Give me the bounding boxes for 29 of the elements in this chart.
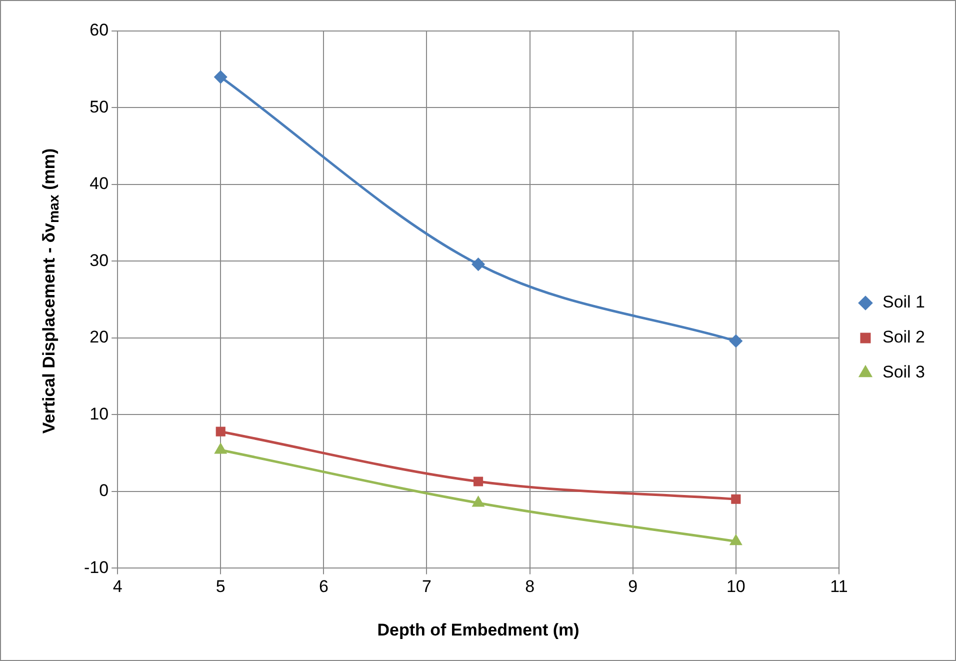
x-tick-label: 11 xyxy=(830,577,848,596)
point xyxy=(473,476,484,486)
y-tick-label: 60 xyxy=(90,20,109,40)
legend-label: Soil 1 xyxy=(882,292,926,312)
x-tick-label: 5 xyxy=(216,577,226,596)
y-tick-label: 10 xyxy=(90,404,109,424)
y-tick-label: 50 xyxy=(90,97,109,116)
point xyxy=(216,426,226,436)
point xyxy=(472,258,485,271)
x-tick-label: 8 xyxy=(525,577,535,596)
x-tick-label: 10 xyxy=(726,577,746,596)
point xyxy=(215,444,226,454)
point xyxy=(214,70,227,84)
legend-label: Soil 3 xyxy=(882,362,926,382)
point xyxy=(730,334,742,348)
point xyxy=(472,496,484,507)
y-tick-label: 20 xyxy=(90,328,109,347)
y-tick-label: 40 xyxy=(90,174,109,194)
x-tick-label: 4 xyxy=(112,577,122,596)
point xyxy=(730,535,742,546)
y-tick-label: -10 xyxy=(84,558,109,577)
x-tick-label: 7 xyxy=(422,577,432,596)
y-tick-label: 30 xyxy=(90,250,109,270)
y-tick-label: 0 xyxy=(99,481,109,500)
x-tick-label: 6 xyxy=(318,577,328,596)
x-axis-title: Depth of Embedment (m) xyxy=(377,620,580,640)
legend-label: Soil 2 xyxy=(882,328,926,347)
point xyxy=(731,494,741,504)
x-tick-label: 9 xyxy=(628,577,638,596)
